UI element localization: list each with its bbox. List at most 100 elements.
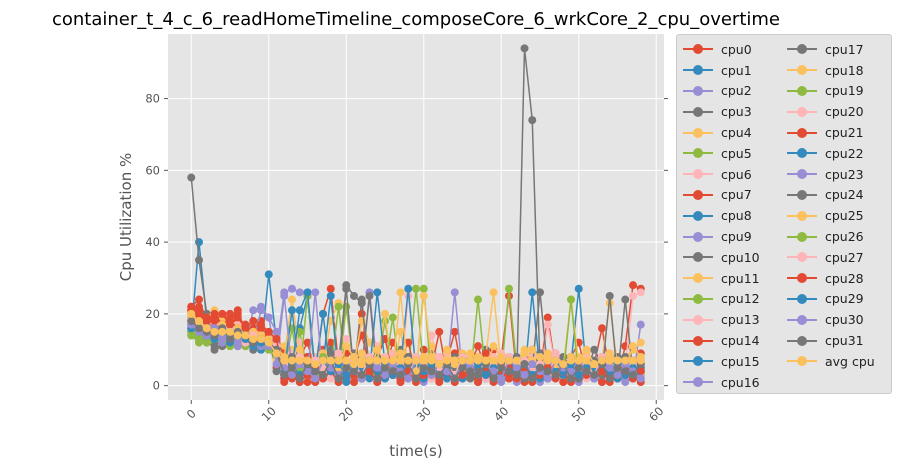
- legend-label: cpu17: [825, 41, 864, 57]
- legend-label: cpu7: [721, 187, 752, 203]
- data-point: [621, 367, 630, 376]
- data-point: [419, 284, 428, 293]
- legend-item: cpu30: [787, 309, 875, 330]
- data-point: [202, 313, 211, 322]
- data-point: [311, 288, 320, 297]
- data-point: [295, 374, 304, 383]
- data-point: [187, 309, 196, 318]
- data-point: [342, 363, 351, 372]
- legend-label: cpu28: [825, 270, 864, 286]
- data-point: [412, 356, 420, 365]
- legend-label: cpu25: [825, 208, 864, 224]
- data-point: [342, 356, 351, 365]
- data-point: [396, 288, 405, 297]
- data-point: [629, 291, 637, 300]
- data-point: [195, 324, 203, 333]
- data-point: [326, 374, 335, 383]
- data-point: [226, 320, 234, 329]
- data-point: [303, 338, 312, 347]
- y-tick-label: 0: [153, 379, 160, 393]
- data-point: [474, 295, 482, 304]
- data-point: [481, 370, 490, 379]
- data-point: [334, 374, 343, 383]
- data-point: [412, 374, 420, 383]
- legend-marker: [787, 355, 817, 367]
- data-point: [272, 349, 281, 358]
- x-tick-label: 10: [259, 404, 279, 424]
- legend-label: cpu19: [825, 83, 864, 99]
- data-point: [233, 338, 242, 347]
- data-point: [512, 363, 521, 372]
- legend-item: cpu15: [683, 351, 760, 372]
- data-point: [497, 363, 506, 372]
- legend-item: cpu26: [787, 226, 875, 247]
- legend: cpu0 cpu1 cpu2 cpu3 cpu4 cpu5 cpu6 cpu7 cpu8 cpu9…: [676, 34, 892, 394]
- data-point: [319, 356, 327, 365]
- data-point: [272, 367, 281, 376]
- y-tick-label: 60: [145, 163, 160, 177]
- legend-item: cpu31: [787, 330, 875, 351]
- data-point: [373, 345, 382, 354]
- data-point: [474, 342, 482, 351]
- data-point: [303, 288, 312, 297]
- data-point: [202, 324, 211, 333]
- data-point: [195, 256, 203, 265]
- legend-item: cpu29: [787, 289, 875, 310]
- legend-label: avg cpu: [825, 353, 875, 369]
- legend-column-2: cpu17 cpu18 cpu19 cpu20 cpu21 cpu22 cpu23 cpu24…: [787, 39, 875, 372]
- data-point: [187, 317, 196, 326]
- data-point: [590, 370, 599, 379]
- data-point: [567, 356, 575, 365]
- data-point: [396, 370, 405, 379]
- legend-item: cpu1: [683, 60, 760, 81]
- legend-label: cpu24: [825, 187, 864, 203]
- data-point: [427, 367, 436, 376]
- data-point: [404, 374, 413, 383]
- data-point: [187, 302, 196, 311]
- data-point: [520, 349, 529, 358]
- legend-label: cpu30: [825, 312, 864, 328]
- x-tick-label: 60: [646, 404, 666, 424]
- legend-label: cpu3: [721, 104, 752, 120]
- legend-item: cpu2: [683, 81, 760, 102]
- data-point: [458, 363, 467, 372]
- legend-marker: [787, 106, 817, 118]
- data-point: [264, 313, 273, 322]
- legend-marker: [683, 43, 713, 55]
- data-point: [481, 349, 490, 358]
- data-point: [326, 291, 335, 300]
- data-point: [598, 356, 606, 365]
- data-point: [450, 356, 459, 365]
- data-point: [357, 299, 366, 308]
- data-point: [489, 342, 498, 351]
- data-point: [528, 360, 537, 369]
- y-tick-label: 20: [145, 307, 160, 321]
- legend-item: cpu17: [787, 39, 875, 60]
- data-point: [636, 356, 645, 365]
- legend-label: cpu26: [825, 229, 864, 245]
- data-point: [357, 349, 366, 358]
- series-avg-cpu: [187, 309, 645, 369]
- data-point: [303, 378, 312, 387]
- data-point: [326, 356, 335, 365]
- legend-marker: [787, 314, 817, 326]
- legend-marker: [683, 147, 713, 159]
- data-point: [342, 281, 351, 290]
- data-point: [396, 327, 405, 336]
- data-point: [543, 374, 552, 383]
- legend-marker: [683, 335, 713, 347]
- data-point: [543, 313, 552, 322]
- legend-column-1: cpu0 cpu1 cpu2 cpu3 cpu4 cpu5 cpu6 cpu7 cpu8 cpu9…: [683, 39, 760, 393]
- data-point: [195, 295, 203, 304]
- legend-label: cpu18: [825, 62, 864, 78]
- data-point: [505, 367, 513, 376]
- data-point: [489, 374, 498, 383]
- chart-title: container_t_4_c_6_readHomeTimeline_compo…: [52, 9, 780, 30]
- legend-marker: [683, 106, 713, 118]
- legend-item: cpu7: [683, 185, 760, 206]
- legend-label: cpu8: [721, 208, 752, 224]
- data-point: [536, 363, 544, 372]
- data-point: [598, 378, 606, 387]
- legend-label: cpu5: [721, 145, 752, 161]
- y-axis-label: Cpu Utilization %: [117, 153, 135, 281]
